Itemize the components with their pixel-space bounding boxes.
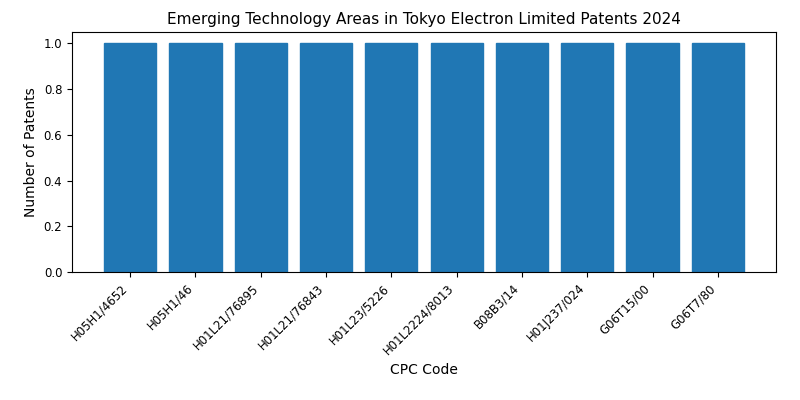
Y-axis label: Number of Patents: Number of Patents xyxy=(24,87,38,217)
Bar xyxy=(300,44,352,272)
Bar xyxy=(234,44,287,272)
Bar xyxy=(561,44,614,272)
Bar xyxy=(692,44,744,272)
Bar xyxy=(430,44,482,272)
X-axis label: CPC Code: CPC Code xyxy=(390,363,458,377)
Bar xyxy=(366,44,418,272)
Bar xyxy=(626,44,678,272)
Bar xyxy=(104,44,156,272)
Bar xyxy=(170,44,222,272)
Title: Emerging Technology Areas in Tokyo Electron Limited Patents 2024: Emerging Technology Areas in Tokyo Elect… xyxy=(167,12,681,27)
Bar xyxy=(496,44,548,272)
